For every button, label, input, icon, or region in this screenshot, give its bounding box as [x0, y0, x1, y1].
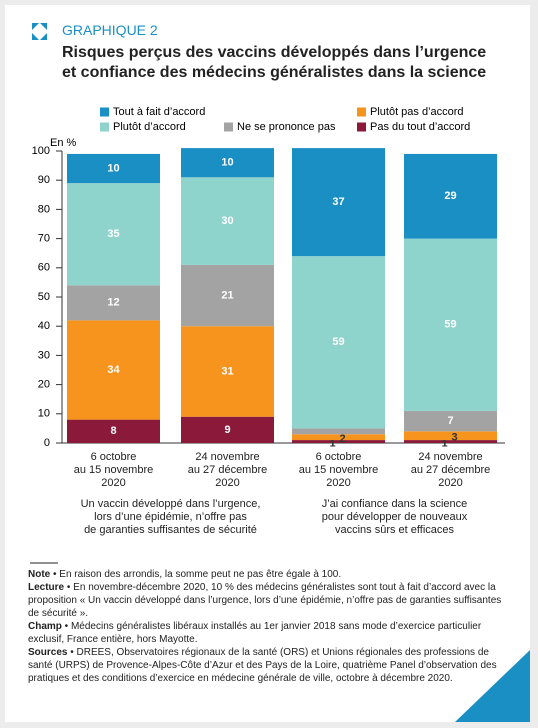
y-tick-label: 0 — [44, 437, 50, 449]
y-tick-label: 70 — [38, 233, 50, 245]
x-tick-label: 6 octobre au 15 novembre 2020 — [298, 451, 379, 489]
bar-segment — [181, 326, 274, 417]
x-tick-label: 24 novembre au 27 décembre 2020 — [410, 451, 491, 489]
value-label: 7 — [447, 415, 453, 427]
bar-segment — [292, 428, 385, 435]
value-label: 8 — [110, 425, 116, 437]
note: Champ • Médecins généralistes libéraux i… — [28, 620, 506, 646]
bar-segment — [404, 410, 497, 432]
bar-segment — [292, 434, 385, 441]
value-label: 30 — [221, 215, 233, 227]
value-label: 10 — [107, 162, 119, 174]
y-tick-label: 80 — [38, 203, 50, 215]
legend-label: Ne se prononce pas — [237, 121, 336, 133]
group-label: Un vaccin développé dans l’urgence, lors… — [80, 498, 261, 536]
y-tick-label: 60 — [38, 262, 50, 274]
legend-label: Tout à fait d’accord — [113, 106, 205, 118]
y-tick-label: 40 — [38, 320, 50, 332]
x-tick-label: 6 octobre au 15 novembre 2020 — [73, 451, 154, 489]
bar-segment — [181, 416, 274, 443]
bar-segment — [181, 264, 274, 327]
note: Note • En raison des arrondis, la somme … — [28, 568, 506, 581]
chart-label: GRAPHIQUE 2 — [62, 22, 158, 38]
value-label: 31 — [221, 365, 233, 377]
corner — [455, 650, 530, 722]
notes: Note • En raison des arrondis, la somme … — [28, 568, 506, 685]
legend-swatch — [357, 107, 366, 117]
legend-swatch — [224, 122, 233, 132]
bar-segment — [404, 238, 497, 411]
bar-segment — [404, 440, 497, 443]
note-text: • En novembre-décembre 2020, 10 % des mé… — [28, 582, 502, 619]
bar-segment — [67, 183, 160, 286]
value-label: 10 — [221, 157, 233, 169]
y-tick-label: 50 — [38, 291, 50, 303]
legend-swatch — [357, 122, 366, 132]
value-label: 34 — [107, 364, 120, 376]
y-tick-label: 30 — [38, 349, 50, 361]
value-label: 37 — [332, 196, 344, 208]
bar-segment — [404, 431, 497, 441]
value-label: 59 — [444, 319, 456, 331]
bar-segment — [292, 256, 385, 429]
y-axis-label: En % — [50, 137, 77, 149]
bar-segment — [292, 148, 385, 257]
value-label: 2 — [339, 433, 345, 445]
value-label: 59 — [332, 336, 344, 348]
note-label: Lecture — [28, 582, 65, 593]
value-label: 29 — [444, 190, 456, 202]
y-tick-label: 20 — [38, 379, 50, 391]
note-text: • DREES, Observatoires régionaux de la s… — [28, 647, 497, 684]
note-label: Sources — [28, 647, 68, 658]
note-label: Champ — [28, 621, 62, 632]
y-tick-label: 100 — [32, 145, 50, 157]
note-text: • En raison des arrondis, la somme peut … — [50, 569, 342, 580]
group-label: J’ai confiance dans la science pour déve… — [321, 498, 468, 536]
bar-segment — [67, 285, 160, 321]
y-tick-label: 10 — [38, 408, 50, 420]
bar-segment — [67, 153, 160, 184]
legend-swatch — [100, 122, 109, 132]
bar-segment — [404, 153, 497, 239]
value-label: 9 — [224, 424, 230, 436]
value-label: 35 — [107, 228, 119, 240]
value-label: 3 — [451, 432, 457, 444]
value-label: 1 — [441, 437, 447, 449]
note-label: Note — [28, 569, 51, 580]
bar-segment — [181, 148, 274, 178]
value-label: 21 — [221, 289, 233, 301]
legend-label: Pas du tout d’accord — [370, 121, 470, 133]
value-label: 1 — [329, 437, 335, 449]
legend-label: Plutôt pas d’accord — [370, 106, 464, 118]
bar-segment — [67, 419, 160, 443]
bar-segment — [292, 440, 385, 443]
legend-swatch — [100, 107, 109, 117]
chart-title: Risques perçus des vaccins développés da… — [62, 44, 487, 81]
bar-segment — [181, 177, 274, 265]
x-tick-label: 24 novembre au 27 décembre 2020 — [187, 451, 268, 489]
legend-label: Plutôt d’accord — [113, 121, 186, 133]
value-label: 12 — [107, 297, 119, 309]
icon — [32, 23, 47, 40]
note: Lecture • En novembre-décembre 2020, 10 … — [28, 581, 506, 620]
note: Sources • DREES, Observatoires régionaux… — [28, 646, 506, 685]
note-text: • Médecins généralistes libéraux install… — [28, 621, 482, 645]
bar-segment — [67, 320, 160, 420]
y-tick-label: 90 — [38, 174, 50, 186]
